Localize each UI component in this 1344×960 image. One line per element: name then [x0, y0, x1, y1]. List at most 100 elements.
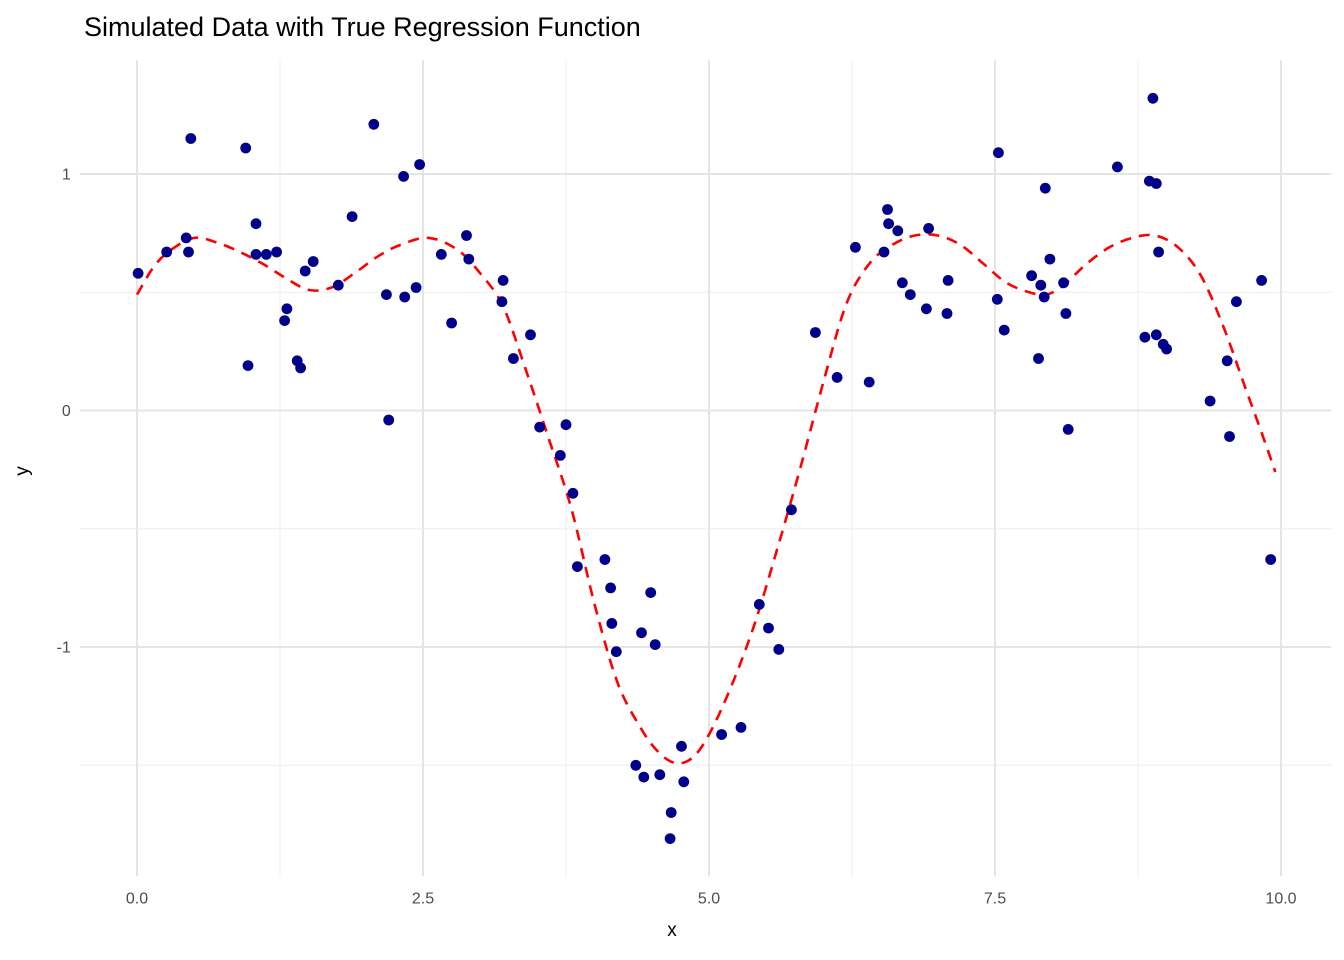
- true-regression-curve: [135, 233, 1277, 765]
- data-point: [599, 554, 611, 565]
- data-point: [863, 376, 875, 388]
- data-point: [307, 256, 319, 267]
- y-tick-label: 1: [62, 167, 71, 184]
- data-point: [606, 618, 618, 629]
- data-point: [638, 771, 650, 783]
- data-point: [773, 644, 785, 655]
- data-point: [572, 561, 583, 572]
- data-point: [904, 289, 916, 300]
- data-point: [250, 218, 262, 230]
- data-point: [942, 275, 954, 286]
- data-point: [1265, 554, 1277, 565]
- data-point: [260, 249, 272, 260]
- data-point: [183, 246, 194, 258]
- data-point: [508, 353, 519, 364]
- data-point: [1038, 291, 1050, 303]
- plot-title: Simulated Data with True Regression Func…: [84, 12, 641, 42]
- data-point: [786, 504, 797, 516]
- data-point: [1026, 270, 1037, 282]
- data-point: [630, 759, 642, 771]
- data-point: [1224, 431, 1235, 442]
- data-point: [279, 315, 290, 326]
- data-point: [271, 246, 282, 258]
- data-point: [295, 362, 306, 374]
- data-point: [496, 296, 508, 308]
- data-point: [240, 142, 252, 154]
- data-point: [665, 807, 677, 818]
- data-point: [461, 230, 472, 241]
- data-point: [896, 277, 908, 289]
- data-point: [185, 133, 197, 144]
- data-point: [398, 171, 409, 182]
- y-tick-label: 0: [62, 403, 71, 420]
- data-point: [346, 211, 358, 223]
- data-point: [525, 329, 536, 341]
- data-point: [1039, 182, 1051, 194]
- data-point: [1062, 424, 1074, 435]
- data-point: [567, 487, 579, 499]
- data-point: [1204, 395, 1216, 407]
- x-tick-label: 5.0: [698, 890, 720, 907]
- data-point: [831, 372, 843, 383]
- data-point: [1112, 161, 1123, 173]
- data-point: [281, 303, 293, 315]
- data-point: [878, 246, 890, 258]
- data-point: [1221, 355, 1233, 367]
- data-point: [664, 833, 676, 844]
- data-point: [414, 159, 425, 170]
- data-point: [850, 241, 861, 253]
- data-point: [399, 291, 411, 303]
- data-point: [132, 267, 144, 279]
- data-point: [180, 232, 192, 244]
- x-axis-title: x: [667, 920, 677, 941]
- x-tick-label: 2.5: [412, 890, 434, 907]
- data-point: [735, 722, 747, 733]
- y-axis-title: y: [11, 466, 33, 476]
- data-point: [645, 587, 657, 598]
- data-point: [383, 414, 395, 426]
- data-point: [654, 769, 666, 781]
- data-point: [883, 218, 894, 230]
- data-point: [1231, 296, 1242, 308]
- data-point: [649, 639, 661, 650]
- data-point: [299, 265, 311, 277]
- data-point: [882, 204, 893, 215]
- data-point: [716, 729, 727, 740]
- data-point: [332, 279, 344, 291]
- data-point: [1161, 343, 1172, 355]
- data-point: [610, 646, 622, 658]
- data-point: [1150, 329, 1162, 341]
- data-point: [1256, 275, 1267, 286]
- data-point: [1058, 277, 1069, 289]
- data-point: [605, 582, 616, 594]
- x-tick-label: 7.5: [984, 890, 1006, 907]
- data-point: [678, 776, 690, 788]
- data-point: [1139, 331, 1151, 343]
- data-point: [1060, 308, 1072, 319]
- data-point: [381, 289, 392, 300]
- data-point: [1044, 253, 1056, 265]
- data-point: [1153, 246, 1164, 258]
- data-point: [921, 303, 932, 315]
- data-point: [1150, 178, 1162, 189]
- data-point: [497, 275, 509, 286]
- data-point: [892, 225, 904, 237]
- data-point: [923, 223, 934, 234]
- data-point: [560, 419, 572, 431]
- data-point: [1033, 353, 1044, 364]
- data-point: [763, 622, 774, 634]
- data-point: [1035, 279, 1047, 291]
- data-point: [250, 249, 262, 260]
- data-point: [676, 740, 687, 752]
- data-point: [941, 308, 953, 319]
- data-point: [435, 249, 447, 260]
- data-point: [463, 253, 475, 265]
- data-point: [636, 627, 647, 639]
- x-tick-label: 0.0: [126, 890, 148, 907]
- data-point: [161, 246, 173, 258]
- data-point: [242, 360, 254, 371]
- data-point: [998, 324, 1010, 336]
- data-point: [991, 293, 1003, 305]
